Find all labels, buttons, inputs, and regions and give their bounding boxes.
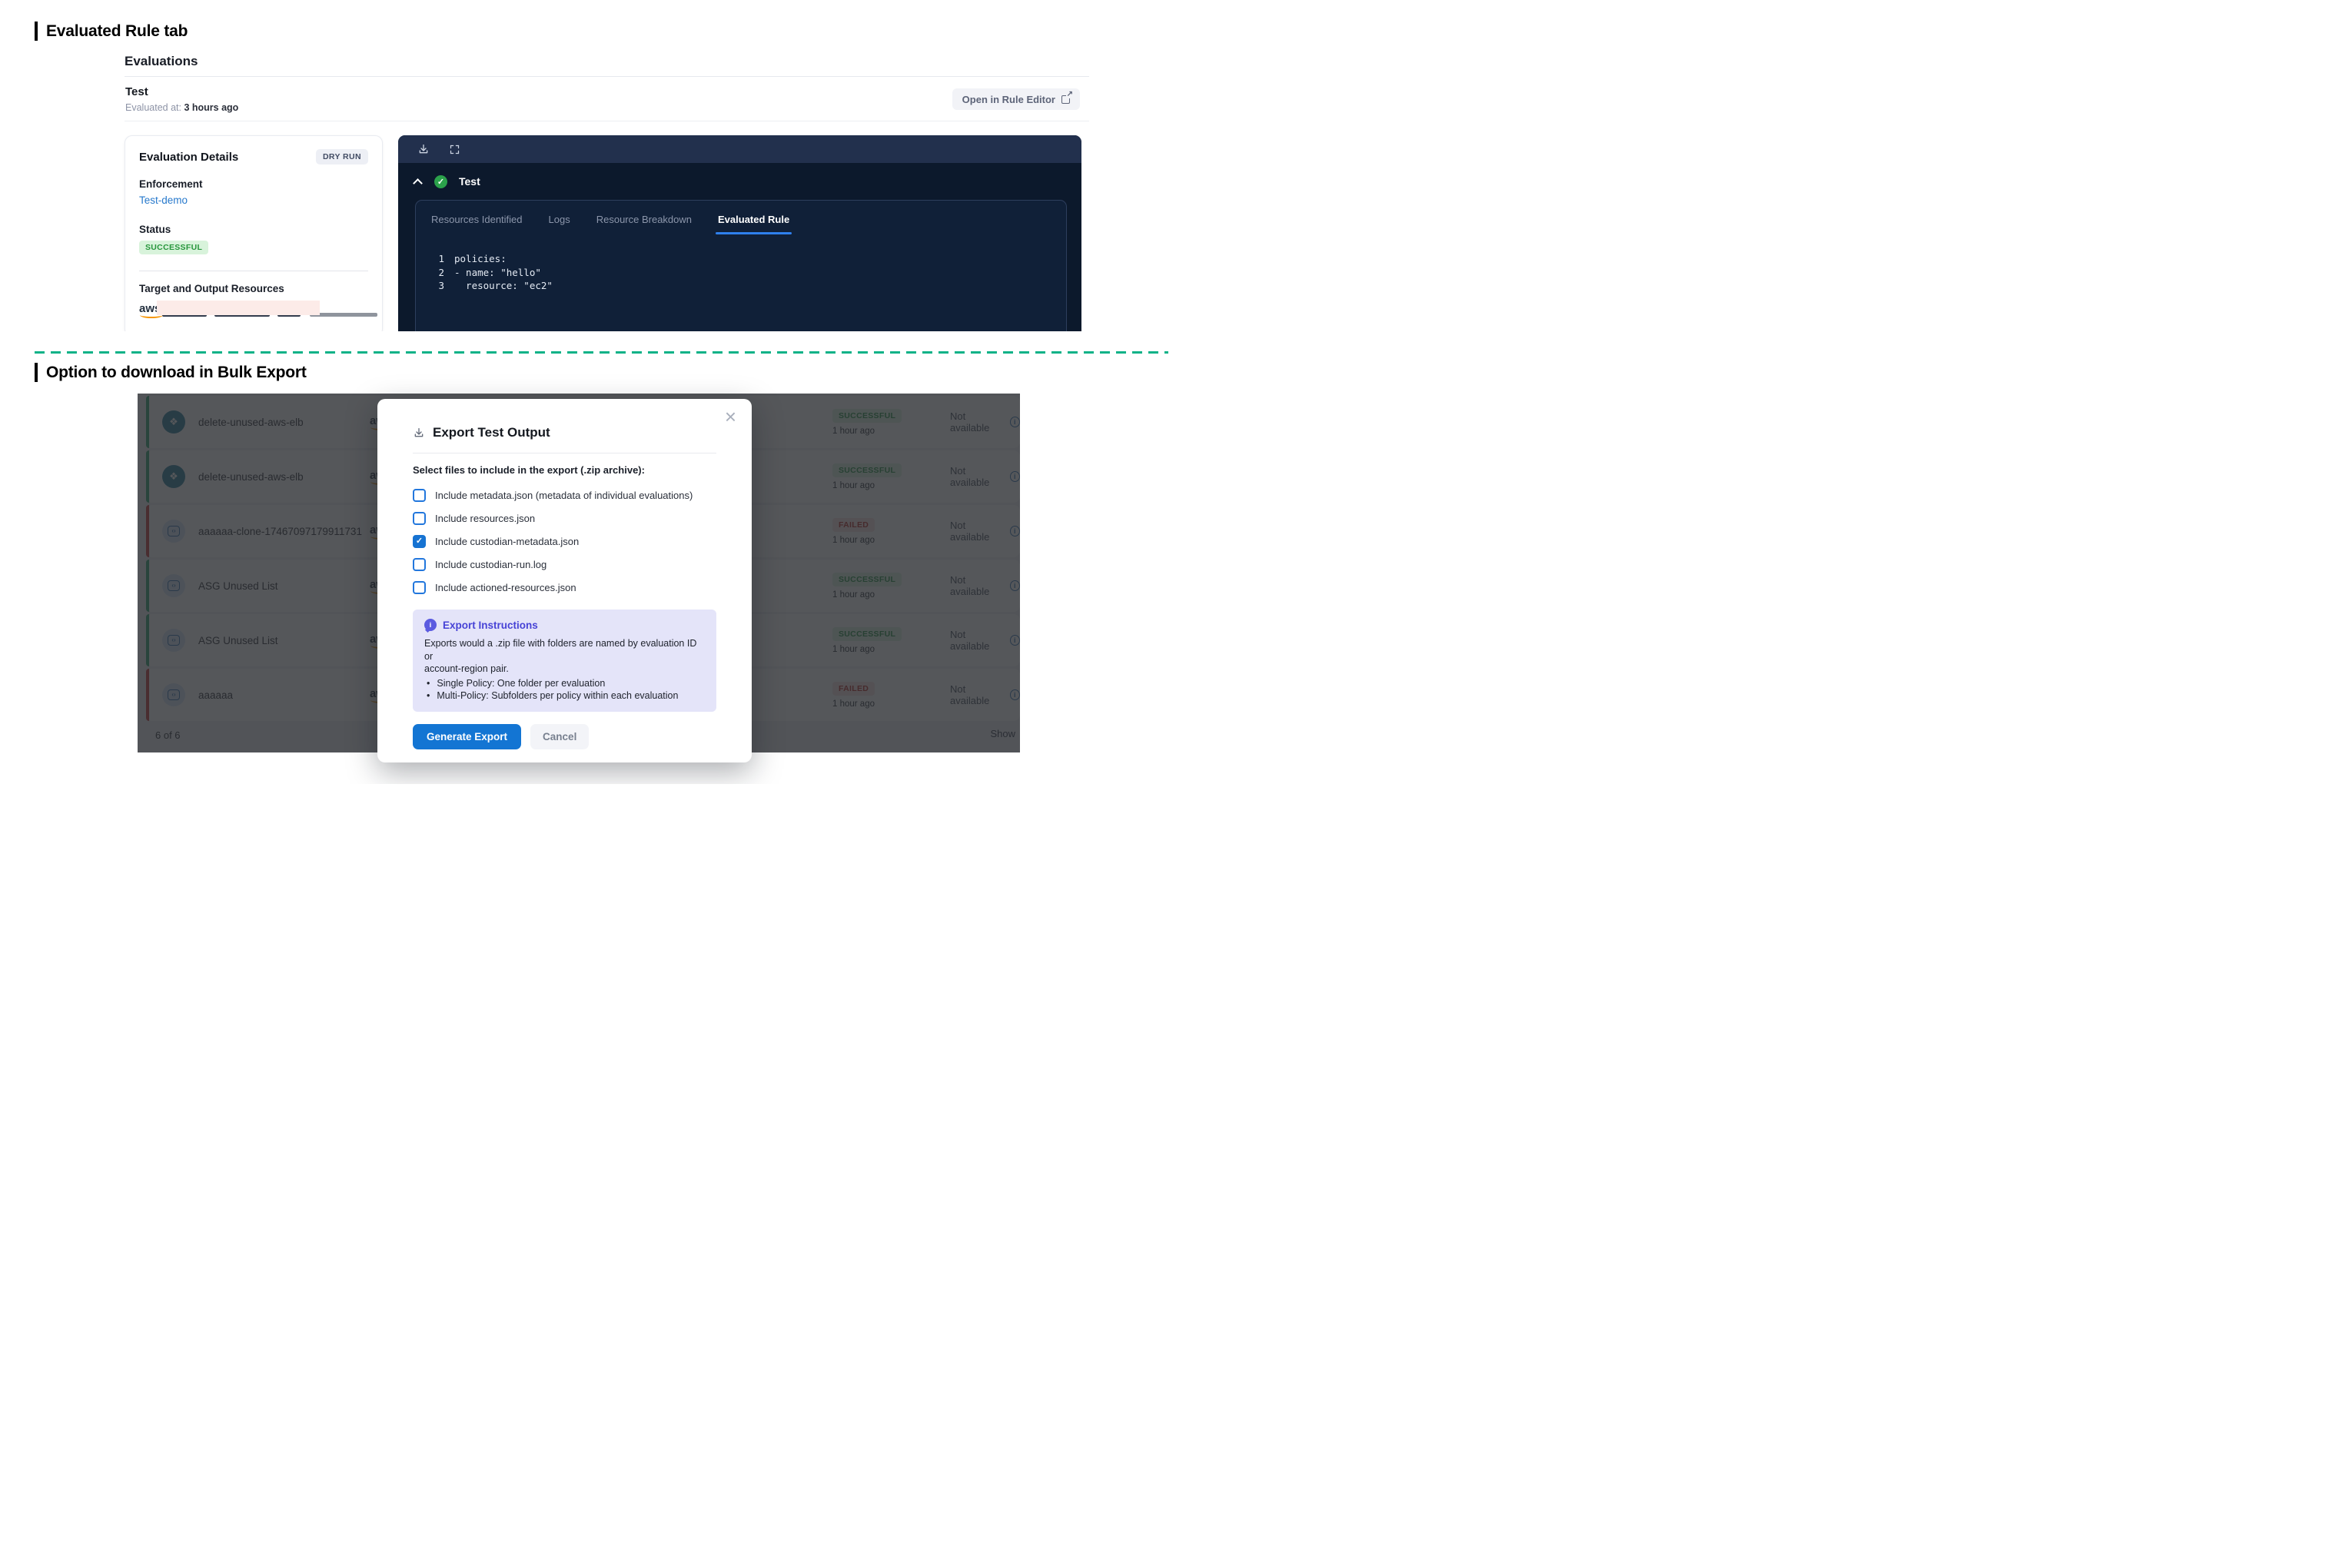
- tab-resource-breakdown[interactable]: Resource Breakdown: [596, 214, 693, 225]
- viewer-tabs: Resources Identified Logs Resource Break…: [416, 201, 1066, 234]
- evaluation-details-card: Evaluation Details DRY RUN Enforcement T…: [125, 135, 383, 331]
- section-heading-text: Option to download in Bulk Export: [46, 363, 307, 381]
- tab-resources-identified[interactable]: Resources Identified: [431, 214, 523, 225]
- fullscreen-icon[interactable]: [449, 144, 460, 155]
- line-text: policies:: [454, 253, 507, 264]
- evaluated-at-label: Evaluated at:: [125, 102, 181, 113]
- checkbox-row: Include metadata.json (metadata of indiv…: [413, 483, 716, 507]
- tab-logs[interactable]: Logs: [548, 214, 570, 225]
- section-heading-evaluated-rule: Evaluated Rule tab: [35, 22, 188, 41]
- code-block: 1 policies: 2 - name: "hello" 3 resource…: [437, 252, 1066, 293]
- checkbox-custodian-metadata-json[interactable]: [413, 534, 426, 548]
- line-number: 3: [438, 280, 444, 291]
- enforcement-label: Enforcement: [139, 178, 203, 190]
- bullet-dot: •: [427, 677, 430, 689]
- download-icon[interactable]: [417, 143, 430, 155]
- evaluation-output-viewer: ✓ Test Resources Identified Logs Resourc…: [398, 135, 1081, 331]
- section-heading-bulk-export: Option to download in Bulk Export: [35, 363, 307, 382]
- cancel-button[interactable]: Cancel: [530, 723, 590, 749]
- viewer-toolbar: [398, 135, 1081, 163]
- external-link-icon: ↗: [1061, 90, 1073, 104]
- instructions-bullet: • Multi-Policy: Subfolders per policy wi…: [424, 689, 705, 703]
- heading-bar: [35, 22, 38, 41]
- evaluations-header: Evaluations: [125, 54, 198, 68]
- checkbox-actioned-resources-json[interactable]: [413, 580, 426, 594]
- open-in-rule-editor-label: Open in Rule Editor: [962, 93, 1055, 105]
- heading-bar: [35, 363, 38, 382]
- code-line: 2 - name: "hello": [437, 266, 1066, 280]
- line-text: resource: "ec2": [454, 280, 553, 291]
- checkbox-row: Include custodian-metadata.json: [413, 530, 716, 553]
- export-modal: × Export Test Output Select files to inc…: [377, 399, 752, 762]
- checkbox-resources-json[interactable]: [413, 511, 426, 525]
- viewer-panel: Resources Identified Logs Resource Break…: [415, 200, 1067, 331]
- checkbox-label: Include actioned-resources.json: [435, 581, 576, 593]
- instructions-title: Export Instructions: [443, 619, 538, 631]
- status-label: Status: [139, 224, 171, 235]
- open-in-rule-editor-button[interactable]: Open in Rule Editor ↗: [952, 88, 1080, 110]
- info-icon: i: [424, 619, 437, 631]
- download-icon: [414, 428, 424, 437]
- aws-logo: aws: [139, 303, 164, 318]
- evaluations-section: Evaluations Test Evaluated at: 3 hours a…: [0, 0, 1176, 331]
- checkbox-row: Include resources.json: [413, 507, 716, 530]
- tab-evaluated-rule[interactable]: Evaluated Rule: [716, 214, 792, 234]
- divider: [125, 76, 1089, 77]
- line-text: - name: "hello": [454, 266, 541, 278]
- page: Evaluated Rule tab Evaluations Test Eval…: [0, 0, 1176, 784]
- instructions-line: account-region pair.: [424, 663, 509, 674]
- generate-export-button[interactable]: Generate Export: [413, 723, 522, 749]
- instructions-line: Exports would a .zip file with folders a…: [424, 638, 697, 662]
- check-circle-icon: ✓: [434, 174, 447, 188]
- select-files-label: Select files to include in the export (.…: [413, 464, 645, 476]
- evaluated-at: Evaluated at: 3 hours ago: [125, 102, 238, 113]
- chevron-up-icon[interactable]: [413, 178, 423, 188]
- checkbox-label: Include custodian-metadata.json: [435, 535, 580, 547]
- bullet-text: Multi-Policy: Subfolders per policy with…: [437, 690, 679, 701]
- redacted-resource-highlight: [157, 301, 320, 315]
- export-instructions-box: i Export Instructions Exports would a .z…: [413, 610, 716, 712]
- line-number: 1: [438, 253, 444, 264]
- checkbox-custodian-run-log[interactable]: [413, 557, 426, 571]
- checkbox-label: Include custodian-run.log: [435, 558, 547, 570]
- code-line: 3 resource: "ec2": [437, 279, 1066, 293]
- checkbox-list: Include metadata.json (metadata of indiv…: [413, 483, 716, 599]
- viewer-evaluation-name: Test: [459, 175, 480, 188]
- target-resource-line: aws: [139, 301, 377, 321]
- instructions-body: Exports would a .zip file with folders a…: [424, 637, 705, 676]
- checkbox-row: Include actioned-resources.json: [413, 576, 716, 599]
- evaluation-collapse-row: ✓ Test: [398, 163, 1081, 200]
- bullet-dot: •: [427, 690, 430, 701]
- target-resources-label: Target and Output Resources: [139, 283, 284, 294]
- close-icon[interactable]: ×: [724, 405, 736, 428]
- checkbox-row: Include custodian-run.log: [413, 553, 716, 576]
- checkbox-label: Include metadata.json (metadata of indiv…: [435, 489, 693, 501]
- instructions-bullet: • Single Policy: One folder per evaluati…: [424, 677, 705, 690]
- checkbox-label: Include resources.json: [435, 512, 536, 524]
- code-line: 1 policies:: [437, 252, 1066, 266]
- enforcement-link[interactable]: Test-demo: [139, 194, 188, 206]
- section-heading-text: Evaluated Rule tab: [46, 22, 188, 40]
- redacted-text-fragment: [310, 313, 377, 317]
- dashed-separator: [35, 351, 1168, 354]
- bullet-text: Single Policy: One folder per evaluation: [437, 677, 606, 689]
- status-badge: SUCCESSFUL: [139, 241, 209, 254]
- line-number: 2: [438, 266, 444, 278]
- evaluated-at-value: 3 hours ago: [184, 102, 239, 113]
- dry-run-badge: DRY RUN: [315, 149, 368, 164]
- card-title: Evaluation Details: [139, 150, 239, 164]
- checkbox-metadata-json[interactable]: [413, 488, 426, 502]
- evaluation-name: Test: [125, 85, 148, 98]
- modal-title: Export Test Output: [433, 425, 550, 440]
